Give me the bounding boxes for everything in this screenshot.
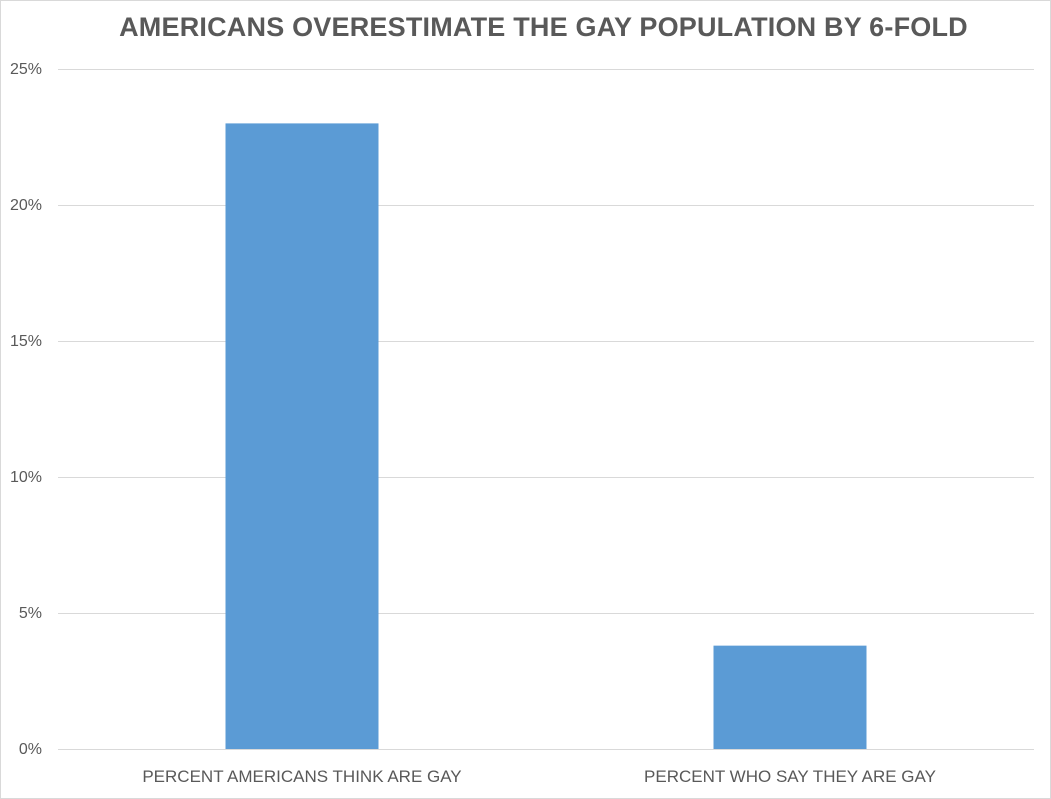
y-axis-tick-labels: 0% 5% 10% 15% 20% 25% [10, 61, 42, 758]
y-tick-label: 25% [10, 61, 42, 78]
bar [225, 123, 379, 749]
y-tick-label: 5% [19, 605, 42, 622]
bar [713, 645, 867, 749]
chart-title: AMERICANS OVERESTIMATE THE GAY POPULATIO… [119, 12, 968, 42]
x-axis-category-labels: PERCENT AMERICANS THINK ARE GAY PERCENT W… [142, 767, 936, 786]
y-tick-label: 15% [10, 333, 42, 350]
y-tick-label: 20% [10, 197, 42, 214]
bars [225, 123, 867, 749]
y-tick-label: 10% [10, 469, 42, 486]
y-tick-label: 0% [19, 741, 42, 758]
x-category-label: PERCENT WHO SAY THEY ARE GAY [644, 767, 936, 786]
gridlines [58, 69, 1034, 750]
x-category-label: PERCENT AMERICANS THINK ARE GAY [142, 767, 461, 786]
